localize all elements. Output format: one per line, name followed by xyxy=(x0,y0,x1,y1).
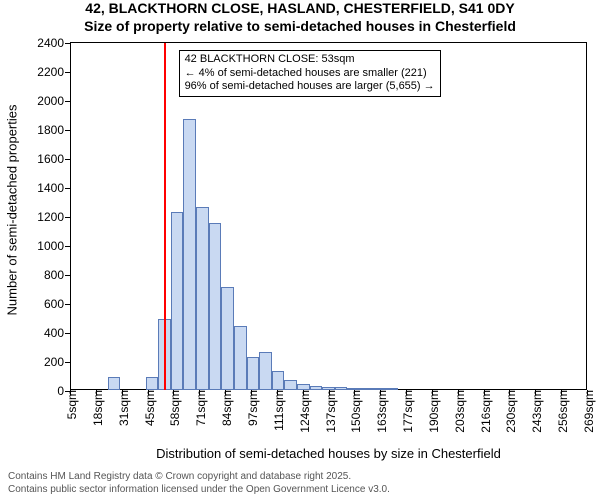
x-tick-label: 230sqm xyxy=(500,390,518,433)
chart-container: 0200400600800100012001400160018002000220… xyxy=(0,0,600,500)
x-tick-label: 163sqm xyxy=(371,390,389,433)
histogram-bar xyxy=(234,326,247,390)
x-tick-label: 84sqm xyxy=(216,390,234,426)
x-tick-label: 190sqm xyxy=(423,390,441,433)
histogram-bar xyxy=(108,377,121,390)
footer-line1: Contains HM Land Registry data © Crown c… xyxy=(8,470,390,483)
annotation-line1: 42 BLACKTHORN CLOSE: 53sqm xyxy=(185,53,435,67)
x-tick-label: 18sqm xyxy=(87,390,105,426)
histogram-bar xyxy=(284,380,297,390)
reference-line xyxy=(164,43,166,390)
x-tick-label: 97sqm xyxy=(242,390,260,426)
histogram-bar xyxy=(221,287,234,390)
x-tick-label: 243sqm xyxy=(526,390,544,433)
footer: Contains HM Land Registry data © Crown c… xyxy=(8,470,390,496)
x-tick-label: 150sqm xyxy=(345,390,363,433)
histogram-bar xyxy=(335,387,348,390)
annotation-line2: ← 4% of semi-detached houses are smaller… xyxy=(185,67,435,81)
histogram-bar xyxy=(196,207,209,390)
y-axis-label: Number of semi-detached properties xyxy=(5,116,20,316)
x-tick-label: 177sqm xyxy=(397,390,415,433)
histogram-bar xyxy=(146,377,159,390)
x-tick-label: 58sqm xyxy=(164,390,182,426)
histogram-bar xyxy=(347,388,360,390)
x-tick-label: 31sqm xyxy=(113,390,131,426)
histogram-bar xyxy=(272,371,285,390)
histogram-bar xyxy=(259,352,272,390)
x-tick-label: 45sqm xyxy=(139,390,157,426)
histogram-bar xyxy=(209,223,222,390)
histogram-bar xyxy=(171,212,184,390)
histogram-bar xyxy=(247,357,260,390)
x-tick-label: 71sqm xyxy=(190,390,208,426)
x-tick-label: 216sqm xyxy=(475,390,493,433)
x-axis-label: Distribution of semi-detached houses by … xyxy=(70,446,587,461)
x-tick-label: 203sqm xyxy=(449,390,467,433)
footer-line2: Contains public sector information licen… xyxy=(8,483,390,496)
histogram-bar xyxy=(322,387,335,390)
x-tick-label: 124sqm xyxy=(294,390,312,433)
annotation-box: 42 BLACKTHORN CLOSE: 53sqm← 4% of semi-d… xyxy=(179,50,441,97)
histogram-bar xyxy=(310,386,323,390)
plot-area: 0200400600800100012001400160018002000220… xyxy=(70,42,587,390)
histogram-bar xyxy=(373,388,386,390)
x-tick-label: 269sqm xyxy=(578,390,596,433)
histogram-bar xyxy=(385,388,398,390)
annotation-line3: 96% of semi-detached houses are larger (… xyxy=(185,80,435,94)
histogram-bar xyxy=(360,388,373,390)
histogram-bar xyxy=(183,119,196,390)
histogram-bar xyxy=(297,384,310,390)
x-tick-label: 111sqm xyxy=(268,390,286,431)
x-tick-label: 137sqm xyxy=(320,390,338,433)
x-tick-label: 256sqm xyxy=(552,390,570,433)
